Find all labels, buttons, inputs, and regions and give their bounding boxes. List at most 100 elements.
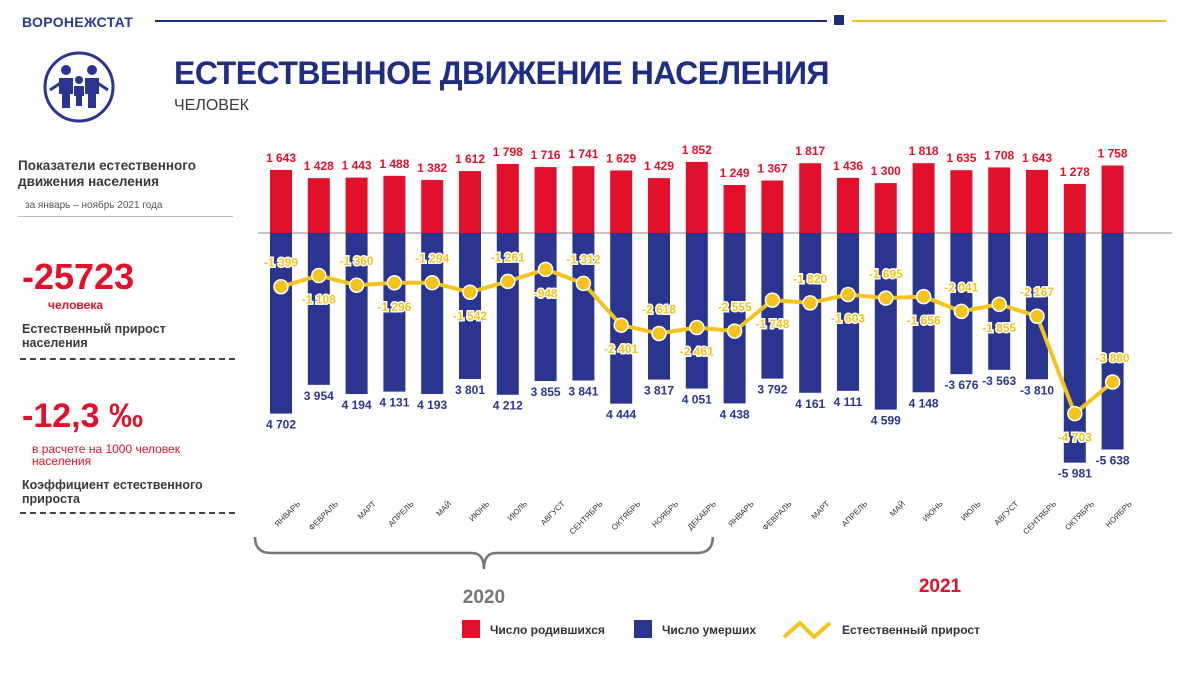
month-label: НОЯБРЬ [1104, 499, 1134, 529]
rate-value: -12,3 ‰ [22, 397, 143, 435]
deaths-bar [799, 233, 822, 393]
births-label: 1 278 [1060, 165, 1090, 179]
growth-label: -2 167 [1020, 285, 1054, 299]
deaths-bar [950, 233, 973, 375]
growth-point [689, 319, 705, 336]
deaths-label: 3 954 [304, 389, 334, 403]
deaths-label: 4 194 [342, 398, 372, 412]
growth-label: -1 108 [302, 293, 336, 307]
month-label: МАРТ [356, 499, 378, 521]
rate-label: Коэффициент естественного прироста [22, 478, 203, 506]
growth-point [651, 325, 667, 342]
births-bar [534, 167, 557, 233]
births-label: 1 443 [342, 159, 372, 173]
deaths-bar [912, 233, 935, 393]
deaths-bar [1101, 233, 1124, 450]
month-label: ФЕВРАЛЬ [307, 499, 340, 532]
deaths-label: 4 438 [720, 407, 750, 421]
growth-value: -25723 [22, 256, 135, 297]
month-label: ИЮНЬ [921, 499, 945, 523]
births-bar [572, 166, 595, 233]
month-label: АПРЕЛЬ [387, 499, 416, 528]
month-label: МАЙ [888, 499, 907, 518]
family-icon [43, 51, 115, 123]
month-label: ИЮЛЬ [506, 499, 529, 522]
growth-point [878, 290, 894, 306]
deaths-label: 4 702 [266, 418, 296, 432]
births-bar [345, 177, 368, 233]
growth-point [802, 295, 818, 311]
growth-label: -1 294 [415, 252, 449, 266]
page-title: ЕСТЕСТВЕННОЕ ДВИЖЕНИЕ НАСЕЛЕНИЯ [174, 55, 830, 91]
growth-label: -1 656 [907, 314, 941, 328]
month-label: НОЯБРЬ [650, 499, 680, 529]
rate-unit: в расчете на 1000 человек населения [32, 442, 180, 468]
deaths-bar [572, 233, 595, 381]
growth-point [1067, 405, 1083, 422]
deaths-label: -5 981 [1058, 467, 1092, 481]
growth-point [575, 275, 592, 292]
deaths-bar [496, 233, 519, 395]
header-rule-gold [852, 20, 1166, 22]
deaths-label: -3 676 [944, 378, 978, 392]
births-bar [799, 163, 822, 233]
month-label: СЕНТЯБРЬ [1021, 499, 1058, 536]
month-label: ДЕКАБРЬ [686, 499, 718, 531]
growth-point [386, 275, 403, 291]
growth-point [613, 317, 629, 333]
growth-label: -1 360 [340, 254, 374, 268]
month-label: СЕНТЯБРЬ [568, 499, 605, 536]
births-label: 1 429 [644, 159, 674, 173]
deaths-label: 3 792 [757, 383, 787, 397]
births-bar [383, 175, 406, 233]
deaths-bar [837, 233, 859, 391]
births-bar [421, 179, 444, 233]
deaths-bar [534, 233, 557, 382]
births-label: 1 818 [909, 144, 939, 158]
deaths-label: 4 161 [795, 397, 825, 411]
month-label: ИЮЛЬ [959, 499, 982, 522]
births-bar [837, 177, 859, 233]
births-label: 1 643 [1022, 151, 1052, 165]
growth-label: -2 555 [718, 300, 752, 314]
deaths-bar [685, 233, 708, 389]
births-label: 1 436 [833, 159, 863, 173]
month-label: ЯНВАРЬ [726, 499, 755, 528]
panel-period: за январь – ноябрь 2021 года [25, 200, 163, 211]
births-label: 1 488 [379, 157, 409, 171]
growth-label: -1 399 [264, 256, 298, 270]
legend-growth-label: Естественный прирост [842, 623, 980, 637]
births-bar [610, 170, 633, 233]
growth-label: -1 855 [982, 321, 1016, 335]
deaths-bar [421, 233, 444, 395]
growth-point [273, 278, 289, 295]
growth-point [500, 273, 516, 290]
growth-label: -2 041 [944, 280, 978, 294]
births-label: 1 798 [493, 145, 523, 159]
deaths-label: 3 817 [644, 384, 674, 398]
growth-unit: человека [48, 298, 104, 312]
growth-label: -1 296 [377, 300, 411, 314]
legend-births-swatch [462, 620, 480, 638]
page-subtitle: ЧЕЛОВЕК [174, 97, 249, 114]
growth-label: -4 703 [1058, 431, 1092, 445]
month-label: ЯНВАРЬ [273, 499, 302, 528]
growth-point [764, 292, 781, 308]
deaths-label: 4 599 [871, 414, 901, 428]
deaths-label: 3 801 [455, 383, 485, 397]
growth-label: Естественный прирост населения [22, 322, 166, 350]
growth-point [1029, 308, 1045, 324]
deaths-bar [874, 233, 897, 410]
births-label: 1 612 [455, 152, 485, 166]
births-bar [761, 180, 784, 233]
brand-name: ВОРОНЕЖСТАТ [22, 14, 134, 30]
legend-deaths-swatch [634, 620, 652, 638]
deaths-label: -3 563 [982, 374, 1016, 388]
month-label: АПРЕЛЬ [840, 499, 869, 528]
year-2021-label: 2021 [919, 576, 962, 597]
legend-births-label: Число родившихся [490, 623, 605, 637]
births-label: 1 249 [720, 166, 750, 180]
births-label: 1 367 [757, 162, 787, 176]
month-label: МАЙ [434, 499, 453, 518]
